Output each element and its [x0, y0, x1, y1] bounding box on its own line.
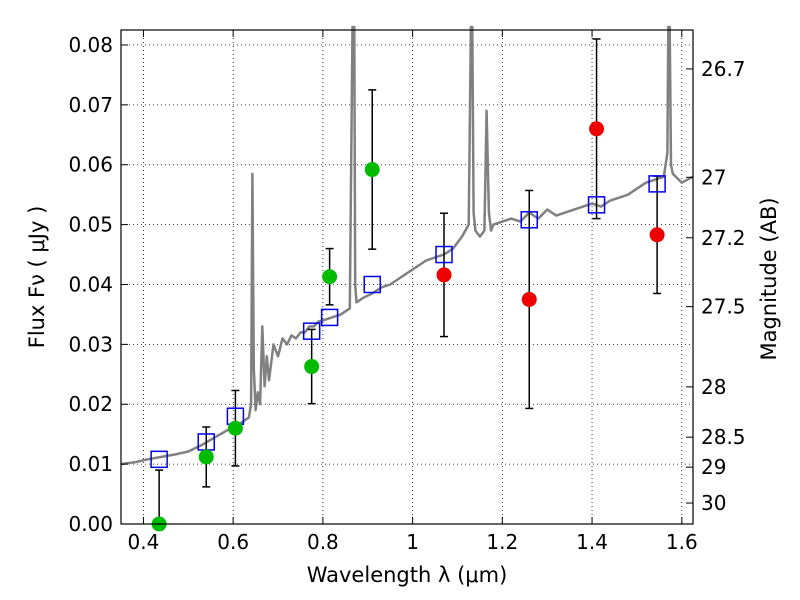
y-tick-label: 0.02: [68, 392, 113, 416]
observed-flux-point: [589, 121, 605, 137]
model-flux-square: [150, 450, 168, 469]
model-flux-square: [587, 196, 606, 214]
x-tick-label: 0.6: [217, 530, 249, 554]
x-tick-label: 0.8: [307, 530, 339, 554]
observed-flux-point: [649, 227, 665, 243]
observed-flux-point: [322, 269, 338, 285]
ticks: 0.4 0.6 0.8 1 1.2 1.4 1.6 0.00 0.01 0.02 0.03 0.04 0…: [68, 30, 746, 554]
model-flux-square: [363, 275, 381, 294]
observed-flux-point: [364, 162, 380, 178]
right-tick-label: 29: [701, 455, 726, 479]
errorbar-layer: [155, 38, 662, 524]
y-tick-label: 0.00: [68, 512, 113, 536]
y-tick-label: 0.05: [68, 213, 113, 237]
spectrum-line: [120, 25, 694, 466]
right-tick-label: 27: [701, 165, 726, 189]
x-tick-label: 1.2: [486, 530, 518, 554]
model-flux-square: [302, 322, 321, 340]
right-tick-label: 28.5: [701, 425, 746, 449]
model-flux-square: [520, 211, 539, 229]
y-tick-label: 0.04: [68, 272, 113, 296]
plot-frame: [120, 29, 694, 525]
x-tick-label: 0.4: [128, 530, 160, 554]
right-tick-label: 30: [701, 491, 726, 515]
x-tick-label: 1: [406, 530, 419, 554]
x-axis-label: Wavelength λ (μm): [307, 563, 508, 587]
model-flux-square: [435, 245, 453, 264]
y-tick-label: 0.01: [68, 452, 113, 476]
right-tick-label: 26.7: [701, 57, 746, 81]
x-tick-label: 1.6: [666, 530, 698, 554]
y-axis-right-label: Magnitude (AB): [757, 197, 781, 360]
observed-flux-point: [436, 267, 452, 283]
model-flux-square: [320, 308, 339, 327]
observed-flux-point: [304, 359, 320, 375]
observed-flux-point: [227, 420, 243, 436]
observed-flux-point: [198, 449, 214, 465]
right-tick-label: 28: [701, 375, 726, 399]
y-tick-label: 0.08: [68, 33, 113, 57]
y-tick-label: 0.06: [68, 153, 113, 177]
x-tick-label: 1.4: [576, 530, 608, 554]
right-tick-label: 27.2: [701, 226, 746, 250]
spectrum-layer: [120, 25, 694, 466]
observed-flux-point: [521, 291, 537, 307]
y-tick-label: 0.03: [68, 332, 113, 356]
y-tick-label: 0.07: [68, 93, 113, 117]
right-tick-label: 27.5: [701, 295, 746, 319]
model-flux-square: [648, 175, 666, 193]
model-flux-layer: [150, 175, 666, 469]
observed-flux-layer: [151, 121, 665, 532]
y-axis-label: Flux Fν ( μJy ): [25, 206, 49, 349]
